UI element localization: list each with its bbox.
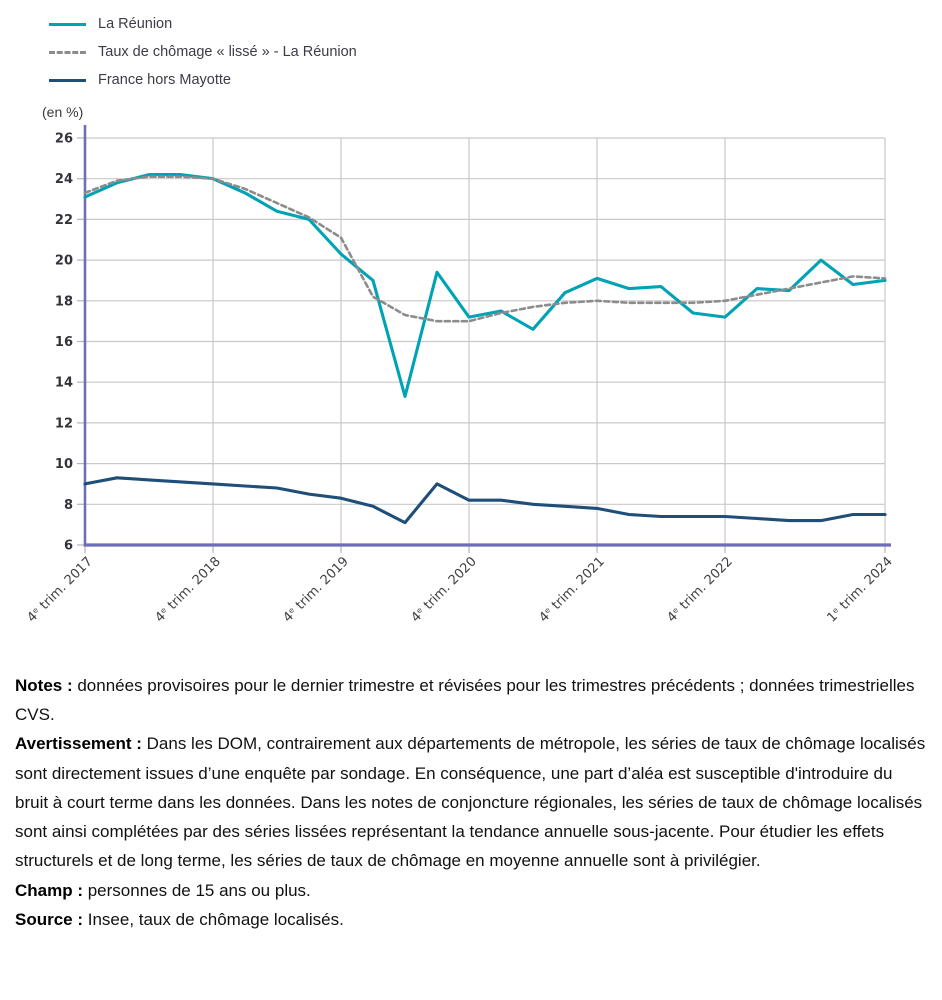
y-tick-label: 12: [55, 416, 73, 431]
legend-label: La Réunion: [98, 16, 173, 32]
y-tick-label: 8: [64, 498, 73, 513]
y-tick-label: 10: [55, 457, 73, 472]
x-tick-label: 4ᵉ trim. 2021: [536, 554, 607, 625]
unemployment-rate-line-chart: 6 8 10 12 14 16 18 20 22 24 26 4ᵉ trim. 2017 4ᵉ trim…: [24, 125, 896, 626]
note-champ: Champ : personnes de 15 ans ou plus.: [15, 876, 926, 905]
x-tick-label: 1ᵉ trim. 2024: [824, 554, 895, 625]
legend-line-swatch-lisse-la-reunion: [49, 50, 86, 54]
y-tick-label: 14: [55, 376, 73, 391]
y-tick-label: 26: [55, 132, 73, 147]
chart-legend: La Réunion Taux de chômage « lissé » - L…: [0, 0, 942, 94]
note-text: Dans les DOM, contrairement aux départem…: [15, 734, 926, 871]
y-tick-label: 24: [55, 172, 73, 187]
y-tick-label: 18: [55, 294, 73, 309]
y-tick-label: 6: [64, 539, 73, 554]
note-notes: Notes : données provisoires pour le dern…: [15, 671, 926, 729]
legend-label: France hors Mayotte: [98, 72, 231, 88]
note-label: Source :: [15, 909, 84, 929]
x-tick-label: 4ᵉ trim. 2019: [280, 554, 351, 625]
note-text: données provisoires pour le dernier trim…: [15, 676, 915, 725]
x-tick-label: 4ᵉ trim. 2020: [408, 554, 479, 625]
series-france-hors-mayotte: [83, 476, 887, 525]
y-axis-unit-label: (en %): [42, 104, 84, 120]
x-tick-label: 4ᵉ trim. 2022: [664, 554, 735, 625]
legend-line-swatch-france-hors-mayotte: [49, 78, 86, 82]
series-la-reunion: [83, 173, 887, 398]
legend-label: Taux de chômage « lissé » - La Réunion: [98, 44, 357, 60]
note-label: Notes :: [15, 676, 73, 695]
legend-line-swatch-la-reunion: [49, 22, 86, 26]
x-tick-label: 4ᵉ trim. 2017: [24, 554, 95, 625]
note-label: Champ :: [15, 880, 83, 900]
y-tick-label: 22: [55, 213, 73, 228]
note-label: Avertissement :: [15, 734, 142, 754]
legend-item: La Réunion: [49, 10, 942, 38]
x-tick-label: 4ᵉ trim. 2018: [152, 554, 223, 625]
note-text: personnes de 15 ans ou plus.: [83, 880, 311, 900]
note-avertissement: Avertissement : Dans les DOM, contrairem…: [15, 729, 926, 875]
y-tick-label: 16: [55, 335, 73, 350]
legend-item: France hors Mayotte: [49, 66, 942, 94]
y-tick-label: 20: [55, 254, 73, 269]
note-text: Insee, taux de chômage localisés.: [83, 909, 344, 929]
series-lisse-la-reunion: [83, 175, 887, 323]
legend-item: Taux de chômage « lissé » - La Réunion: [49, 38, 942, 66]
note-source: Source : Insee, taux de chômage localisé…: [15, 905, 926, 934]
chart-notes: Notes : données provisoires pour le dern…: [0, 643, 942, 954]
